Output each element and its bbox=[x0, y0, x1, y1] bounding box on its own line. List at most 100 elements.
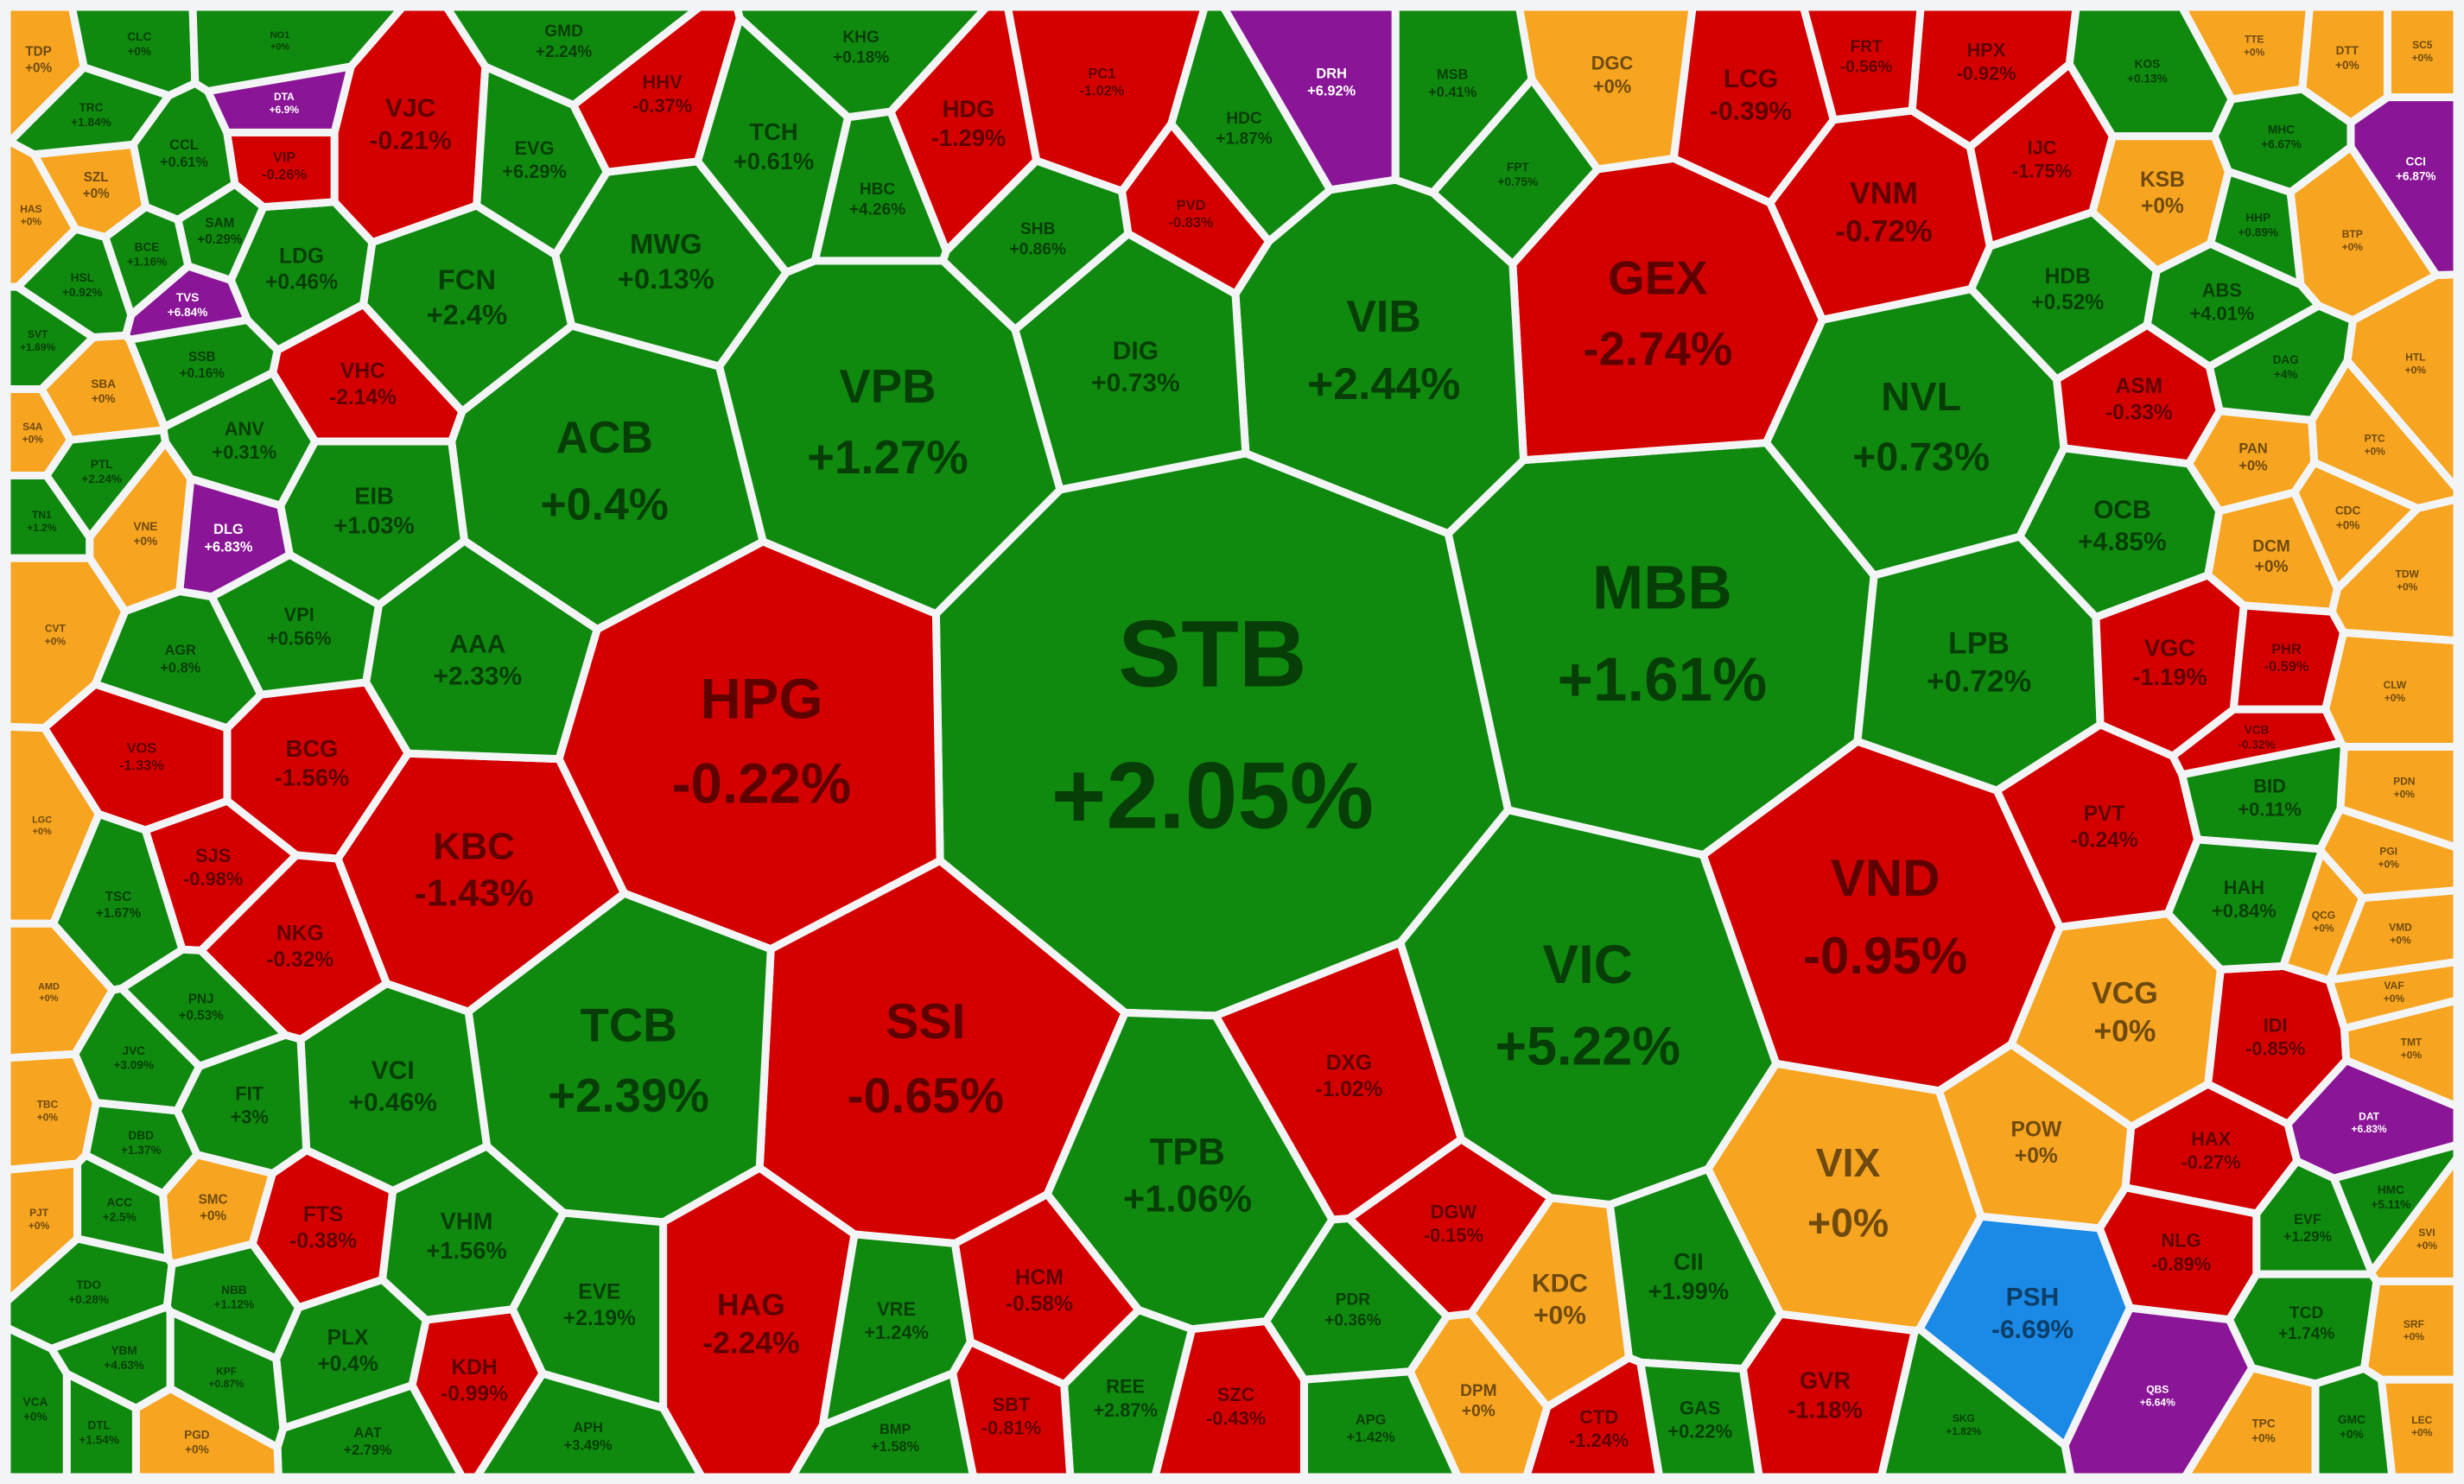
ticker: CLW bbox=[2384, 679, 2407, 691]
ticker: CII bbox=[1673, 1248, 1704, 1275]
change: +0.73% bbox=[1852, 434, 1990, 479]
stock-cell: PDR+0.36% bbox=[1261, 1214, 1451, 1384]
cell-shape bbox=[125, 315, 282, 431]
ticker: OCB bbox=[2093, 496, 2151, 524]
change: -0.95% bbox=[1803, 927, 1967, 985]
cells: STB +2.05% HPG -0.22% MBB +1.61% VIC +5.22% VND -… bbox=[3, 3, 2461, 1481]
stock-cell: SVT+1.69% bbox=[3, 282, 98, 393]
stock-cell: TPB+1.06% bbox=[1043, 1008, 1337, 1334]
change: +1.2% bbox=[27, 522, 57, 534]
ticker: TPB bbox=[1150, 1131, 1225, 1173]
ticker: LPB bbox=[1948, 626, 2010, 661]
change: +0.72% bbox=[1927, 664, 2031, 699]
cell-shape bbox=[5, 63, 173, 159]
stock-cell: REE+2.87% bbox=[1060, 1306, 1197, 1481]
ticker: PVD bbox=[1177, 198, 1206, 213]
cell-shape bbox=[1118, 120, 1273, 298]
change: +0% bbox=[22, 434, 44, 446]
cell-shape bbox=[2367, 1154, 2461, 1285]
stock-cell: DLG +6.83% bbox=[175, 474, 294, 601]
ticker: EVE bbox=[578, 1280, 620, 1303]
change: +0.11% bbox=[2238, 798, 2301, 820]
change: -0.59% bbox=[2264, 659, 2309, 675]
change: -0.24% bbox=[2071, 828, 2138, 852]
change: +0% bbox=[25, 60, 52, 75]
change: +3.09% bbox=[113, 1059, 154, 1072]
cell-shape bbox=[2205, 301, 2357, 424]
change: +1.74% bbox=[2278, 1325, 2334, 1343]
ticker: DIG bbox=[1113, 337, 1159, 365]
stock-cell: CLW+0% bbox=[2321, 628, 2461, 752]
ticker: BID bbox=[2253, 775, 2286, 796]
ticker: DGW bbox=[1431, 1202, 1477, 1223]
ticker: HPX bbox=[1967, 39, 2006, 60]
ticker: PAN bbox=[2239, 441, 2267, 456]
ticker: SSB bbox=[188, 350, 215, 365]
ticker: VHM bbox=[441, 1208, 493, 1234]
ticker: AAT bbox=[353, 1425, 381, 1441]
change: +0% bbox=[21, 216, 42, 228]
change: +6.92% bbox=[1307, 84, 1356, 99]
change: +2.87% bbox=[1093, 1399, 1158, 1421]
change: +0% bbox=[2313, 922, 2334, 934]
cell-shape bbox=[73, 1151, 173, 1263]
change: +1.84% bbox=[71, 116, 111, 129]
change: +0% bbox=[2251, 1431, 2276, 1444]
ticker: KPF bbox=[216, 1365, 237, 1377]
change: +0% bbox=[2416, 1240, 2438, 1252]
ticker: VCA bbox=[23, 1396, 48, 1409]
cell-shape bbox=[188, 3, 407, 96]
change: +1.27% bbox=[807, 431, 968, 484]
change: -1.56% bbox=[275, 764, 350, 791]
stock-cell: ASM -0.33% bbox=[2052, 320, 2224, 468]
ticker: TBC bbox=[37, 1099, 59, 1111]
change: +6.84% bbox=[168, 306, 208, 319]
ticker: TCH bbox=[749, 118, 797, 145]
stock-cell: BCE +1.16% bbox=[101, 202, 193, 320]
change: -0.72% bbox=[1835, 214, 1932, 249]
cell-shape bbox=[949, 1338, 1075, 1481]
cell-shape bbox=[2169, 705, 2346, 779]
change: -0.99% bbox=[441, 1383, 508, 1406]
change: +6.29% bbox=[502, 161, 567, 182]
stock-cell: SRF+0% bbox=[2360, 1277, 2461, 1384]
change: +1.56% bbox=[426, 1237, 506, 1264]
change: +0% bbox=[2394, 789, 2416, 801]
change: +5.22% bbox=[1495, 1016, 1680, 1076]
change: +0% bbox=[2411, 1427, 2433, 1439]
cell-shape bbox=[1428, 75, 1602, 269]
change: +0% bbox=[37, 1112, 59, 1124]
ticker: VRE bbox=[877, 1298, 916, 1320]
stock-cell: KPF+0.87% bbox=[166, 1307, 288, 1452]
ticker: IJC bbox=[2028, 137, 2057, 159]
ticker: NVL bbox=[1881, 374, 1961, 419]
stock-cell: VNM-0.72% bbox=[1766, 106, 1994, 324]
cell-shape bbox=[2340, 996, 2461, 1111]
ticker: VIP bbox=[273, 149, 295, 165]
change: -0.15% bbox=[1424, 1225, 1483, 1246]
change: +0.75% bbox=[1498, 175, 1539, 188]
change: +0.52% bbox=[2031, 291, 2104, 314]
ticker: SSI bbox=[886, 994, 965, 1050]
ticker: QCG bbox=[2312, 910, 2335, 922]
change: +0.53% bbox=[179, 1008, 225, 1023]
cell-shape bbox=[788, 1369, 978, 1481]
change: +4.26% bbox=[849, 200, 905, 219]
change: +2.4% bbox=[426, 299, 507, 331]
change: -6.69% bbox=[1991, 1316, 2073, 1344]
change: +0% bbox=[270, 42, 289, 53]
ticker: HMC bbox=[2378, 1183, 2404, 1196]
ticker: DTL bbox=[87, 1419, 111, 1432]
stock-cell: FPT+0.75% bbox=[1428, 75, 1602, 269]
cell-shape bbox=[1799, 3, 1925, 124]
ticker: PHR bbox=[2271, 642, 2302, 657]
change: +0.89% bbox=[2238, 226, 2278, 239]
change: -0.65% bbox=[847, 1069, 1004, 1124]
change: -1.29% bbox=[931, 124, 1007, 151]
ticker: VPI bbox=[284, 604, 314, 625]
change: +1.61% bbox=[1558, 646, 1768, 714]
change: +0% bbox=[2335, 59, 2359, 72]
change: +2.24% bbox=[536, 43, 592, 61]
stock-cell: VIC +5.22% bbox=[1396, 806, 1781, 1209]
change: +0.46% bbox=[348, 1088, 437, 1117]
